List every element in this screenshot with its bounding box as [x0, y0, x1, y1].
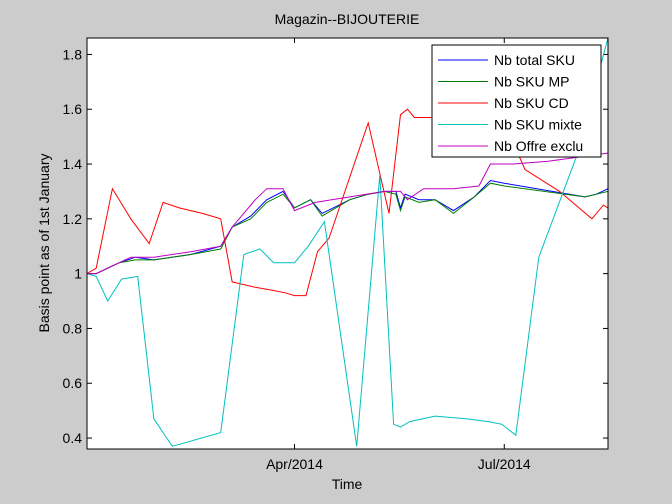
- y-tick-label: 1: [74, 266, 82, 282]
- legend-label: Nb total SKU: [494, 52, 575, 68]
- x-axis-ticks: Apr/2014 Jul/2014: [266, 38, 531, 472]
- series-line-5: [87, 152, 608, 275]
- y-tick-label: 0.8: [63, 320, 83, 336]
- plot-frame: [86, 37, 609, 450]
- x-tick-label: Jul/2014: [478, 456, 531, 472]
- legend: Nb total SKU Nb SKU MP Nb SKU CD Nb SKU mix…: [431, 44, 602, 158]
- x-tick-label: Apr/2014: [266, 456, 323, 472]
- y-axis-label: Basis point as of 1st January: [36, 154, 52, 333]
- chart-title: Magazin--BIJOUTERIE: [275, 11, 420, 27]
- y-tick-label: 0.4: [63, 430, 83, 446]
- series-line-4: [87, 38, 608, 447]
- y-tick-label: 1.6: [63, 101, 83, 117]
- legend-label: Nb SKU CD: [494, 95, 569, 111]
- y-tick-label: 0.6: [63, 375, 83, 391]
- y-axis-ticks: 0.4 0.6 0.8 1 1.2 1.4 1.6 1.8: [63, 46, 608, 446]
- legend-box: [431, 44, 602, 158]
- series-line-2: [87, 182, 608, 275]
- x-axis-label: Time: [332, 476, 363, 492]
- legend-label: Nb SKU MP: [494, 74, 569, 90]
- legend-label: Nb SKU mixte: [494, 117, 582, 133]
- y-tick-label: 1.4: [63, 156, 83, 172]
- legend-label: Nb Offre exclu: [494, 138, 583, 154]
- y-tick-label: 1.2: [63, 211, 83, 227]
- y-tick-label: 1.8: [63, 46, 83, 62]
